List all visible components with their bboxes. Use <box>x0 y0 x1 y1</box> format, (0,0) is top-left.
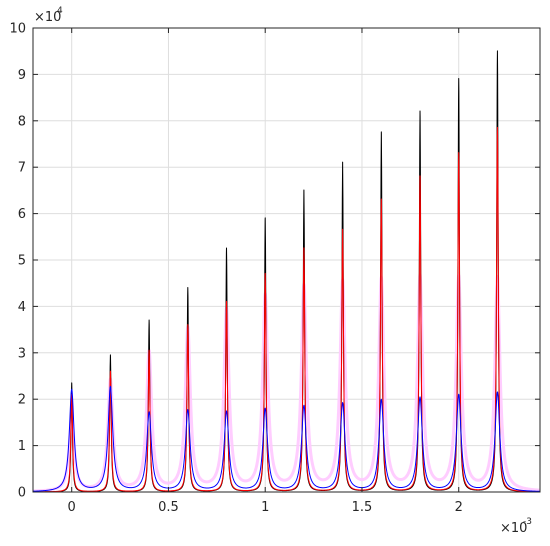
y-tick-label: 4 <box>18 300 26 315</box>
x-tick-label: 0 <box>68 500 76 515</box>
series-line-0 <box>31 273 542 493</box>
y-tick-label: 5 <box>18 254 26 269</box>
y-tick-label: 2 <box>18 393 26 408</box>
series-line-2 <box>32 126 541 493</box>
y-tick-label: 10 <box>9 22 26 37</box>
y-tick-label: 7 <box>18 161 26 176</box>
y-tick-label: 8 <box>18 114 26 129</box>
x-multiplier-exponent: -3 <box>523 517 532 527</box>
y-tick-label: 1 <box>18 439 26 454</box>
y-tick-label: 0 <box>18 486 26 501</box>
x-tick-label: 1 <box>261 500 269 515</box>
y-multiplier-exponent: 4 <box>57 6 63 16</box>
series-line-3 <box>32 385 541 492</box>
x-multiplier: ×10 -3 <box>500 517 532 536</box>
y-tick-label: 6 <box>18 207 26 222</box>
x-multiplier-base: ×10 <box>500 521 527 536</box>
y-tick-label: 9 <box>18 68 26 83</box>
x-tick-label: 2 <box>455 500 463 515</box>
y-multiplier-base: ×10 <box>34 10 61 25</box>
x-tick-label: 1.5 <box>352 500 373 515</box>
grid <box>33 27 540 493</box>
y-tick-label: 3 <box>18 346 26 361</box>
series-layer <box>31 50 542 493</box>
y-multiplier: ×10 4 <box>34 6 63 25</box>
ticks: 0 0.5 1 1.5 2 0 1 2 3 4 5 6 7 8 9 10 <box>9 22 540 515</box>
x-tick-label: 0.5 <box>158 500 179 515</box>
